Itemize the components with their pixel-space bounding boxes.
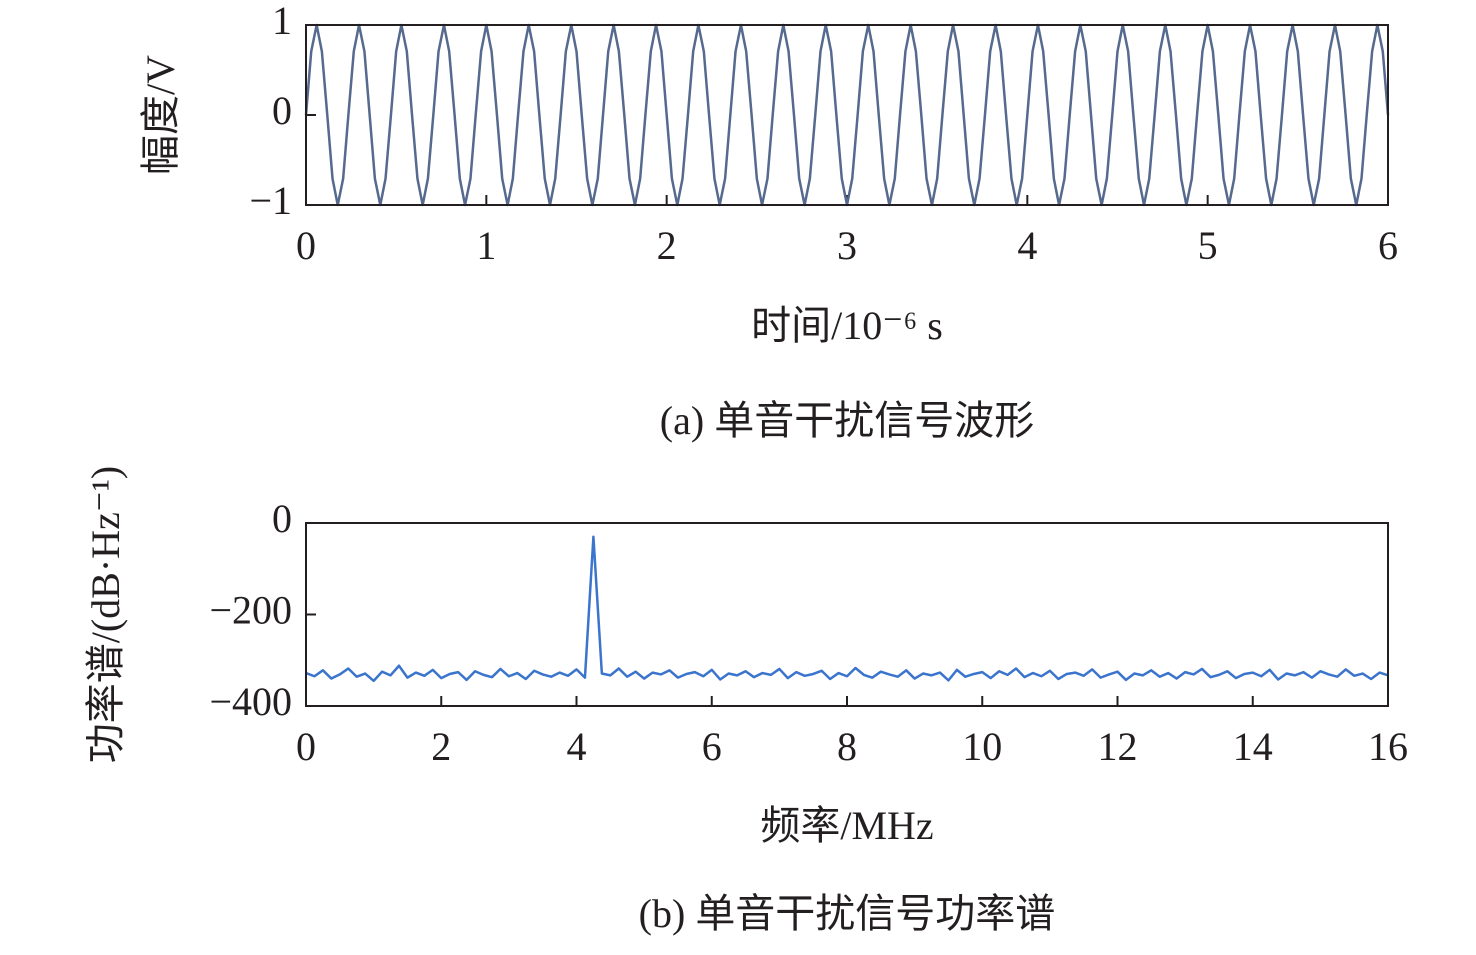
data-line [304,23,1390,207]
plot-frame [305,24,1389,206]
x-tick-label: 4 [1017,223,1037,268]
y-tick-label: 1 [272,0,292,43]
x-tick-label: 8 [837,724,857,769]
x-axis-label: 频率/MHz [760,803,933,848]
x-tick-label: 3 [837,223,857,268]
x-axis-label: 时间/10⁻⁶ s [751,303,943,348]
caption: (b) 单音干扰信号功率谱 [639,891,1056,936]
y-tick-label: 0 [272,88,292,133]
data-line [305,535,1389,683]
x-tick-label: 1 [476,223,496,268]
x-tick-label: 14 [1233,724,1273,769]
x-tick-label: 10 [962,724,1002,769]
x-tick-label: 6 [702,724,722,769]
x-tick-label: 4 [567,724,587,769]
x-tick-label: 2 [657,223,677,268]
x-tick-label: 12 [1098,724,1138,769]
y-axis-label: 幅度/V [138,55,183,175]
plot-frame [305,522,1389,707]
y-tick-label: 0 [272,496,292,541]
x-tick-label: 0 [296,223,316,268]
x-tick-label: 2 [431,724,451,769]
caption: (a) 单音干扰信号波形 [660,398,1034,443]
x-tick-label: 16 [1368,724,1408,769]
x-tick-label: 5 [1198,223,1218,268]
x-tick-label: 6 [1378,223,1398,268]
y-axis-label: 功率谱/(dB·Hz⁻¹) [83,466,128,764]
x-tick-label: 0 [296,724,316,769]
y-tick-label: −400 [209,679,292,724]
y-tick-label: −200 [209,588,292,633]
y-tick-label: −1 [249,178,292,223]
